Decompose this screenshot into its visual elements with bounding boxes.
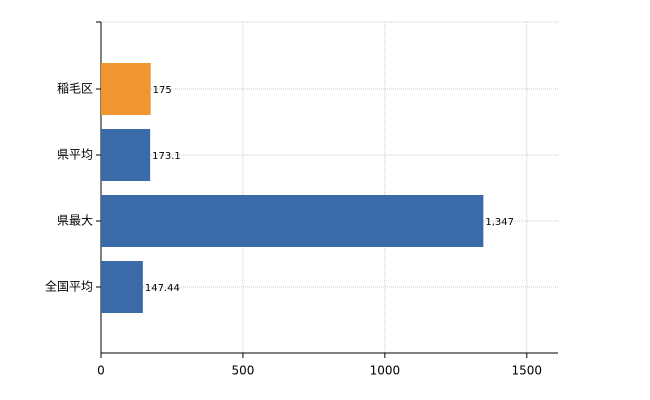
y-tick-label: 全国平均 [45,279,93,294]
x-tick-label: 500 [231,364,254,378]
y-tick-label: 県平均 [57,148,93,162]
bar [101,261,143,313]
y-tick-label: 稲毛区 [57,82,93,96]
value-label: 1,347 [485,217,514,228]
value-label: 175 [153,85,172,96]
x-tick-label: 0 [97,364,105,378]
value-label: 147.44 [145,283,180,294]
value-label: 173.1 [152,151,181,162]
x-tick-label: 1000 [370,364,401,378]
bar [101,195,484,247]
y-tick-label: 県最大 [57,214,93,228]
x-tick-label: 1500 [512,364,543,378]
bar [101,129,151,181]
bar [101,63,151,115]
